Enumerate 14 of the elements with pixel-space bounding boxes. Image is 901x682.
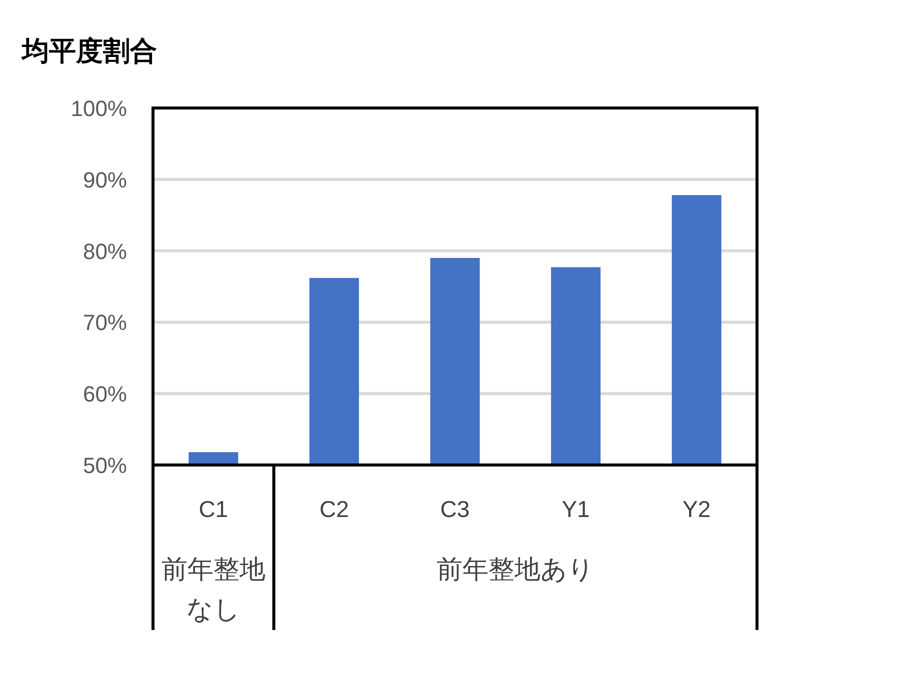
text: 前年整地あり [436,554,594,584]
y-tick-label: 50% [82,453,127,478]
x-tick-label: Y1 [562,496,590,522]
y-tick-label: 100% [70,96,127,121]
x-tick-label: C2 [319,496,349,522]
text: 前年整地なし [161,554,266,624]
y-tick-label: 80% [82,238,127,264]
y-tick-label: 70% [82,310,127,336]
y-tick-label: 90% [82,167,127,192]
x-tick-label: C3 [440,496,470,522]
chart-title: 均平度割合 [20,36,157,66]
x-tick-label: Y2 [682,496,711,522]
x-tick-label: C1 [198,496,228,522]
y-tick-label: 60% [82,382,127,407]
